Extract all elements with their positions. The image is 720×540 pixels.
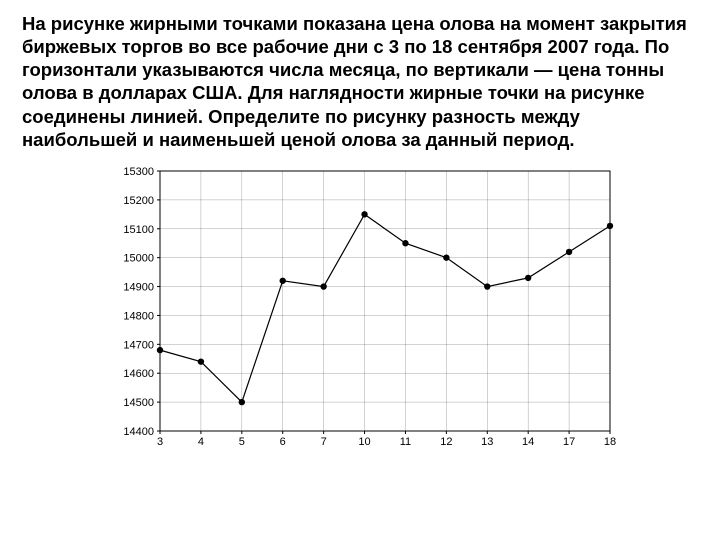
y-tick-label: 14900 xyxy=(123,281,154,293)
page: На рисунке жирными точками показана цена… xyxy=(0,0,720,540)
x-tick-label: 13 xyxy=(481,436,493,448)
data-point xyxy=(361,211,367,217)
price-chart: 14400 14500 14600 14700 14800 14900 15000 15100… xyxy=(100,161,620,451)
chart-container: 14400 14500 14600 14700 14800 14900 15000 15100… xyxy=(100,161,620,451)
x-tick-label: 14 xyxy=(522,436,534,448)
x-tick-label: 18 xyxy=(604,436,616,448)
data-point xyxy=(157,347,163,353)
data-point xyxy=(320,283,326,289)
data-point xyxy=(198,358,204,364)
x-tick-label: 17 xyxy=(563,436,575,448)
problem-statement: На рисунке жирными точками показана цена… xyxy=(22,12,698,151)
x-tick-label: 12 xyxy=(440,436,452,448)
y-tick-label: 15200 xyxy=(123,195,154,207)
x-tick-label: 3 xyxy=(157,436,163,448)
data-point xyxy=(443,254,449,260)
data-point xyxy=(607,222,613,228)
y-tick-label: 14500 xyxy=(123,397,154,409)
y-tick-label: 14400 xyxy=(123,426,154,438)
data-point xyxy=(525,274,531,280)
y-tick-label: 14600 xyxy=(123,368,154,380)
data-point xyxy=(280,277,286,283)
y-tick-label: 14800 xyxy=(123,310,154,322)
y-tick-label: 15300 xyxy=(123,166,154,178)
data-point xyxy=(402,240,408,246)
y-tick-label: 14700 xyxy=(123,339,154,351)
data-point xyxy=(239,399,245,405)
y-tick-label: 15000 xyxy=(123,252,154,264)
x-tick-label: 4 xyxy=(198,436,204,448)
x-tick-label: 6 xyxy=(280,436,286,448)
x-tick-label: 7 xyxy=(321,436,327,448)
x-tick-label: 5 xyxy=(239,436,245,448)
data-point xyxy=(566,248,572,254)
data-point xyxy=(484,283,490,289)
x-tick-label: 11 xyxy=(400,436,411,448)
x-tick-label: 10 xyxy=(358,436,370,448)
y-tick-label: 15100 xyxy=(123,224,154,236)
